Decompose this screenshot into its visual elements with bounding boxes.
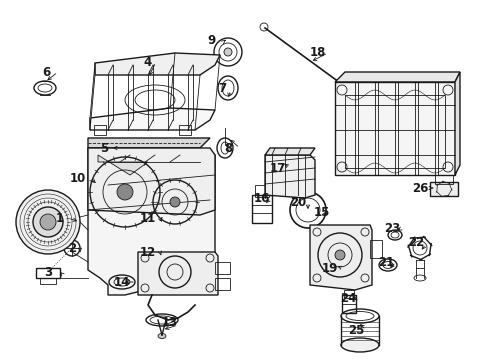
Text: 19: 19 <box>321 261 338 274</box>
Polygon shape <box>98 155 148 175</box>
Text: 22: 22 <box>407 235 423 248</box>
Bar <box>179 125 191 135</box>
Circle shape <box>33 207 63 237</box>
Text: 6: 6 <box>42 66 50 78</box>
Bar <box>40 278 56 284</box>
Polygon shape <box>88 138 209 148</box>
Polygon shape <box>334 82 454 175</box>
Circle shape <box>16 190 80 254</box>
Polygon shape <box>95 53 220 75</box>
Bar <box>341 295 355 313</box>
Circle shape <box>117 184 133 200</box>
Bar <box>94 125 106 135</box>
Bar <box>215 278 229 290</box>
Text: 18: 18 <box>309 45 325 58</box>
Polygon shape <box>88 148 215 295</box>
Bar <box>215 262 229 274</box>
Circle shape <box>334 250 345 260</box>
Bar <box>343 290 353 298</box>
Text: 2: 2 <box>68 242 76 255</box>
Text: 15: 15 <box>313 206 329 219</box>
Polygon shape <box>88 148 215 215</box>
Text: 7: 7 <box>218 81 225 94</box>
Polygon shape <box>309 225 371 290</box>
Polygon shape <box>454 72 459 175</box>
Bar <box>369 240 381 258</box>
Text: 9: 9 <box>207 33 216 46</box>
Bar <box>345 95 444 168</box>
Bar <box>429 182 457 196</box>
Text: 17: 17 <box>269 162 285 175</box>
Text: 11: 11 <box>140 211 156 225</box>
Polygon shape <box>90 108 215 130</box>
Text: 13: 13 <box>162 315 178 328</box>
Text: 25: 25 <box>347 324 364 337</box>
Polygon shape <box>90 63 95 130</box>
Ellipse shape <box>158 333 165 338</box>
Polygon shape <box>138 252 218 295</box>
Text: 26: 26 <box>411 181 427 194</box>
Text: 14: 14 <box>114 275 130 288</box>
Polygon shape <box>264 148 314 155</box>
Text: 3: 3 <box>44 266 52 279</box>
Bar <box>251 195 271 223</box>
Text: 10: 10 <box>70 171 86 184</box>
Text: 12: 12 <box>140 246 156 258</box>
Text: 1: 1 <box>56 211 64 225</box>
Text: 4: 4 <box>143 55 152 68</box>
Text: 5: 5 <box>100 141 108 154</box>
Text: 23: 23 <box>383 221 399 234</box>
Bar <box>434 174 452 184</box>
Circle shape <box>40 214 56 230</box>
Text: 24: 24 <box>339 292 355 305</box>
Text: 21: 21 <box>377 256 393 269</box>
Bar <box>36 268 60 278</box>
Ellipse shape <box>224 48 231 56</box>
Polygon shape <box>264 155 314 198</box>
Ellipse shape <box>340 338 378 352</box>
Text: 8: 8 <box>224 141 232 154</box>
Circle shape <box>170 197 180 207</box>
Polygon shape <box>334 72 459 82</box>
Text: 16: 16 <box>253 192 270 204</box>
Text: 20: 20 <box>289 195 305 208</box>
Bar <box>254 185 268 197</box>
